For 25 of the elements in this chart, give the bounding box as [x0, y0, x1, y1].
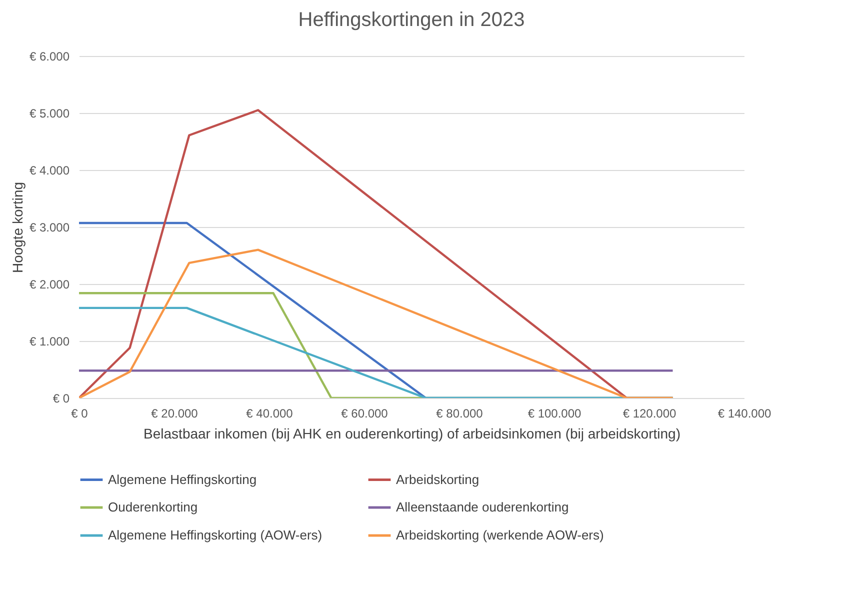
chart-title: Heffingskortingen in 2023 — [298, 9, 525, 31]
x-tick-label: € 140.000 — [718, 406, 772, 420]
legend-label: Alleenstaande ouderenkorting — [396, 500, 569, 514]
x-tick-label: € 80.000 — [436, 406, 484, 420]
y-tick-label: € 2.000 — [29, 278, 70, 292]
legend-label: Algemene Heffingskorting (AOW-ers) — [108, 528, 322, 542]
y-tick-label: € 1.000 — [29, 334, 70, 348]
legend-label: Arbeidskorting (werkende AOW-ers) — [396, 528, 604, 542]
y-tick-label: € 6.000 — [29, 50, 70, 64]
legend-label: Algemene Heffingskorting — [108, 472, 257, 487]
x-tick-label: € 60.000 — [341, 406, 388, 420]
x-tick-label: € 20.000 — [151, 406, 198, 420]
legend-label: Arbeidskorting — [396, 472, 480, 487]
y-axis-title: Hoogte korting — [9, 182, 26, 274]
x-axis-title: Belastbaar inkomen (bij AHK en ouderenkorting) of arbeidsinkomen (bij arbeidskorting) — [144, 426, 680, 442]
line-series — [79, 248, 674, 398]
x-tick-label: € 120.000 — [622, 406, 677, 420]
y-tick-label: € 0 — [52, 392, 70, 406]
y-tick-label: € 5.000 — [29, 106, 70, 120]
x-tick-label: € 40.000 — [246, 406, 294, 420]
y-tick-label: € 4.000 — [29, 164, 70, 178]
legend-label: Ouderenkorting — [108, 500, 198, 514]
y-tick-label: € 3.000 — [29, 220, 70, 234]
x-tick-label: € 100.000 — [528, 406, 582, 420]
x-tick-label: € 0 — [71, 406, 88, 420]
